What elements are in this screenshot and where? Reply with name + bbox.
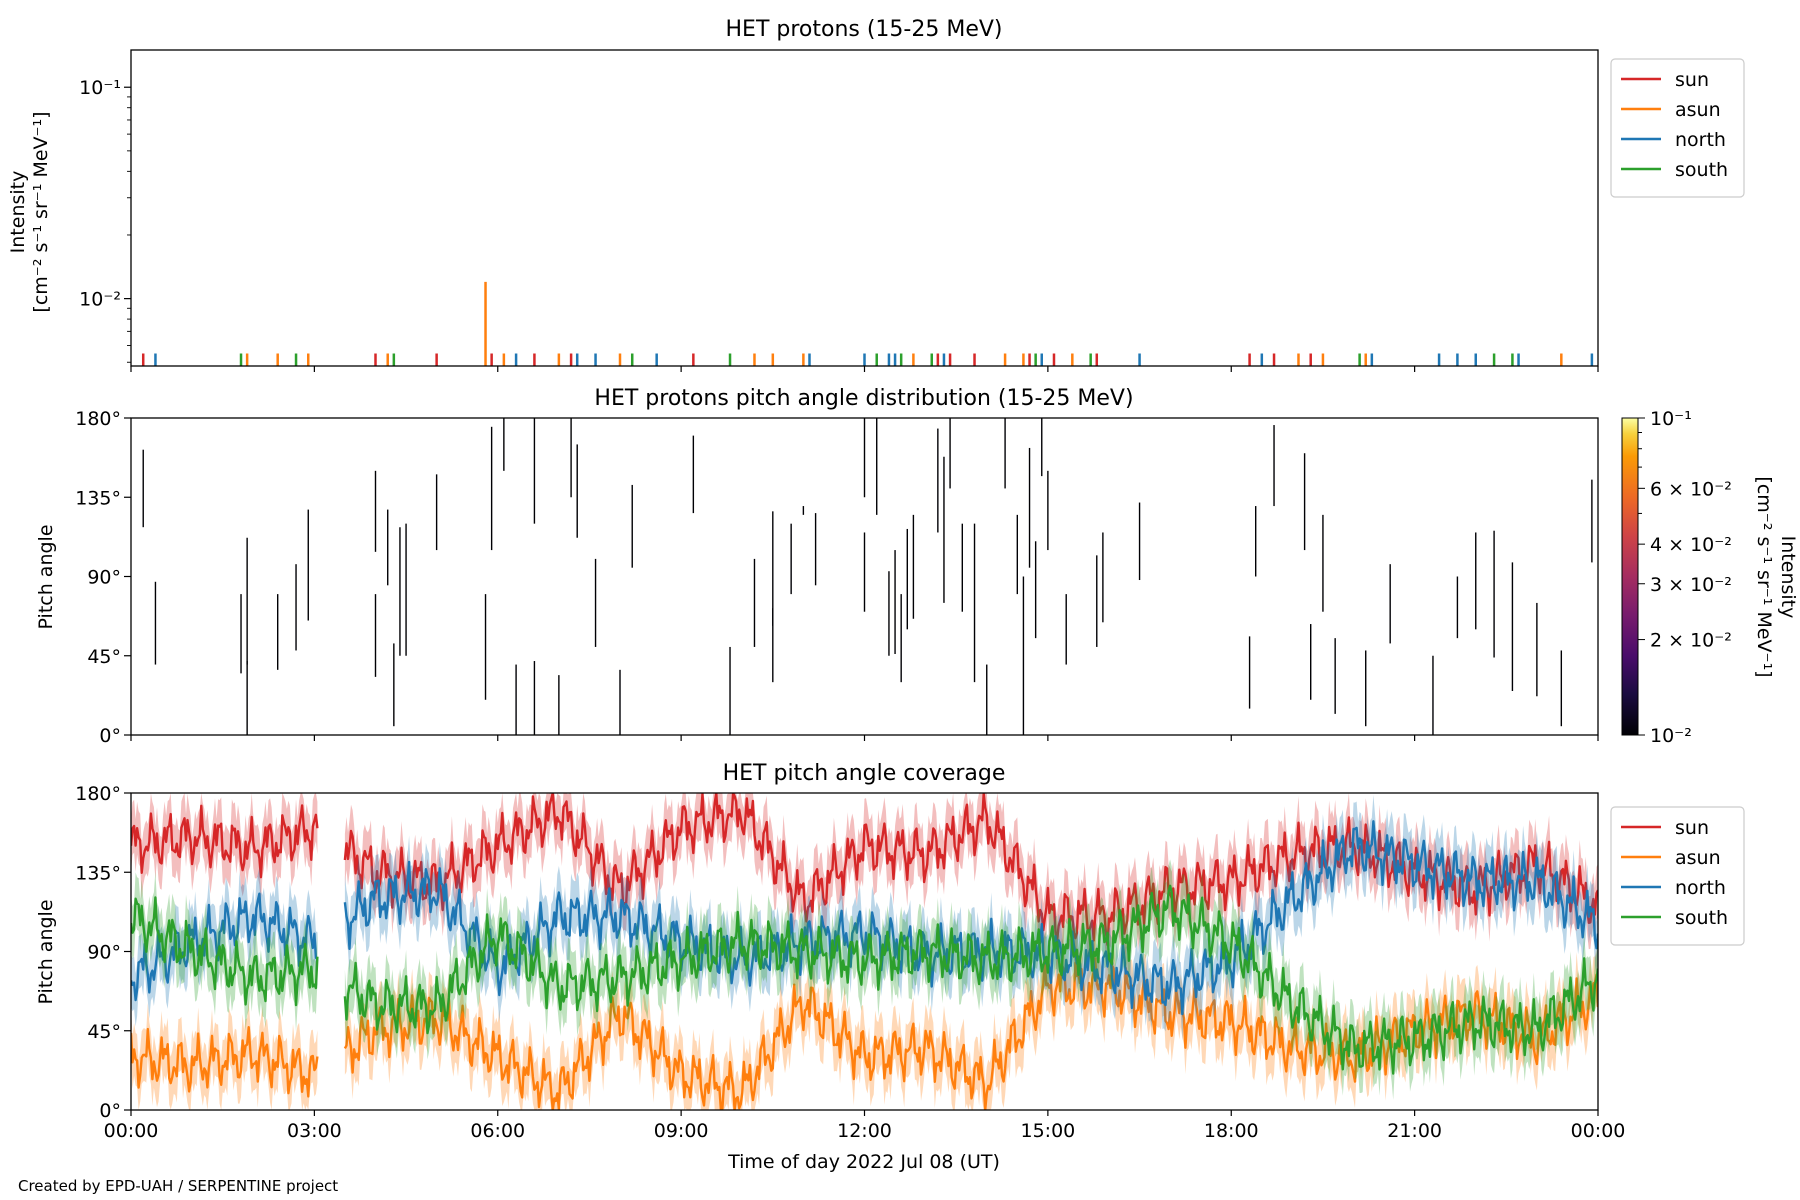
intensity-x-ticks: [130, 366, 1599, 372]
x-tick-label: 09:00: [654, 1120, 709, 1142]
legend-label-asun: asun: [1675, 99, 1721, 121]
legend-label-asun: asun: [1675, 847, 1721, 869]
coverage-y-ticks: 0° 45° 90° 135° 180°: [75, 783, 131, 1122]
x-tick-label: 06:00: [470, 1120, 525, 1142]
y-tick-label: 180°: [75, 408, 121, 430]
coverage-band-north: [344, 794, 1598, 1041]
x-tick-label: 15:00: [1020, 1120, 1075, 1142]
x-tick-label: 00:00: [1571, 1120, 1626, 1142]
coverage-marks: [131, 793, 1598, 1110]
coverage-axes-frame: [130, 792, 1599, 1111]
y-tick-label: 0°: [99, 1100, 121, 1122]
coverage-legend: sun asun north south: [1610, 806, 1745, 946]
intensity-ylabel-line1: Intensity: [7, 171, 29, 254]
y-tick-label: 90°: [87, 942, 121, 964]
coverage-line-north: [343, 820, 1598, 1016]
pad-x-ticks: [130, 735, 1599, 741]
colorbar-tick-label: 10⁻²: [1650, 725, 1692, 747]
x-tick-label: 03:00: [287, 1120, 342, 1142]
y-tick-label: 10⁻¹: [79, 77, 121, 99]
legend-label-north: north: [1675, 129, 1726, 151]
x-axis-label: Time of day 2022 Jul 08 (UT): [727, 1151, 1000, 1173]
x-tick-label: 21:00: [1387, 1120, 1442, 1142]
coverage-line-sun: [131, 804, 319, 879]
colorbar-label-line1: Intensity: [1777, 536, 1799, 619]
intensity-panel-title: HET protons (15-25 MeV): [726, 17, 1003, 42]
coverage-line-south: [131, 896, 319, 1007]
y-tick-label: 45°: [87, 1021, 121, 1043]
coverage-panel-title: HET pitch angle coverage: [723, 761, 1006, 786]
coverage-panel: HET pitch angle coverage Pitch angle 0° 4…: [35, 761, 1745, 1142]
legend-label-sun: sun: [1675, 69, 1709, 91]
x-tick-label: 18:00: [1204, 1120, 1259, 1142]
pad-ylabel: Pitch angle: [35, 524, 57, 629]
intensity-marks: [141, 281, 1594, 366]
y-tick-label: 45°: [87, 646, 121, 668]
y-tick-label: 0°: [99, 725, 121, 747]
legend-box: [1610, 806, 1745, 946]
coverage-band-south: [344, 859, 1598, 1100]
colorbar-tick-label: 2 × 10⁻²: [1650, 630, 1732, 652]
colorbar-tick-label: 4 × 10⁻²: [1650, 534, 1732, 556]
intensity-y-ticks: 10⁻¹ 10⁻²: [79, 77, 131, 363]
colorbar-ticks: 10⁻² 2 × 10⁻² 3 × 10⁻² 4 × 10⁻² 6 × 10⁻² 10⁻¹: [1638, 408, 1732, 747]
y-tick-label: 135°: [75, 862, 121, 884]
y-tick-label: 135°: [75, 487, 121, 509]
legend-label-south: south: [1675, 159, 1728, 181]
colorbar-label-line2: [cm⁻² s⁻¹ sr⁻¹ MeV⁻¹]: [1753, 476, 1775, 677]
legend-label-north: north: [1675, 877, 1726, 899]
coverage-line-south: [343, 884, 1598, 1075]
coverage-x-ticks: 00:00 03:00 06:00 09:00 12:00 15:00 18:00 21:00…: [104, 1110, 1626, 1142]
y-tick-label: 90°: [87, 567, 121, 589]
colorbar-tick-label: 6 × 10⁻²: [1650, 478, 1732, 500]
coverage-line-sun: [343, 793, 1598, 947]
x-tick-label: 00:00: [104, 1120, 159, 1142]
coverage-line-asun: [131, 1025, 319, 1098]
legend-label-south: south: [1675, 907, 1728, 929]
pad-marks: [142, 418, 1593, 735]
y-tick-label: 180°: [75, 783, 121, 805]
colorbar: [1621, 417, 1639, 736]
coverage-band-sun: [131, 793, 318, 904]
pad-panel-title: HET protons pitch angle distribution (15…: [594, 386, 1133, 411]
intensity-ylabel-line2: [cm⁻² s⁻¹ sr⁻¹ MeV⁻¹]: [30, 111, 52, 312]
intensity-panel: HET protons (15-25 MeV) Intensity [cm⁻² …: [7, 17, 1745, 372]
credit-text: Created by EPD-UAH / SERPENTINE project: [18, 1177, 338, 1195]
colorbar-tick-label: 3 × 10⁻²: [1650, 574, 1732, 596]
pad-panel: HET protons pitch angle distribution (15…: [35, 386, 1799, 747]
intensity-axes-frame: [130, 49, 1599, 367]
coverage-ylabel: Pitch angle: [35, 899, 57, 1004]
intensity-legend: sun asun north south: [1610, 58, 1745, 198]
x-tick-label: 12:00: [837, 1120, 892, 1142]
colorbar-tick-label: 10⁻¹: [1650, 408, 1692, 430]
legend-box: [1610, 58, 1745, 198]
legend-label-sun: sun: [1675, 817, 1709, 839]
y-tick-label: 10⁻²: [79, 289, 121, 311]
pad-axes-frame: [130, 417, 1599, 736]
pad-y-ticks: 0° 45° 90° 135° 180°: [75, 408, 131, 747]
